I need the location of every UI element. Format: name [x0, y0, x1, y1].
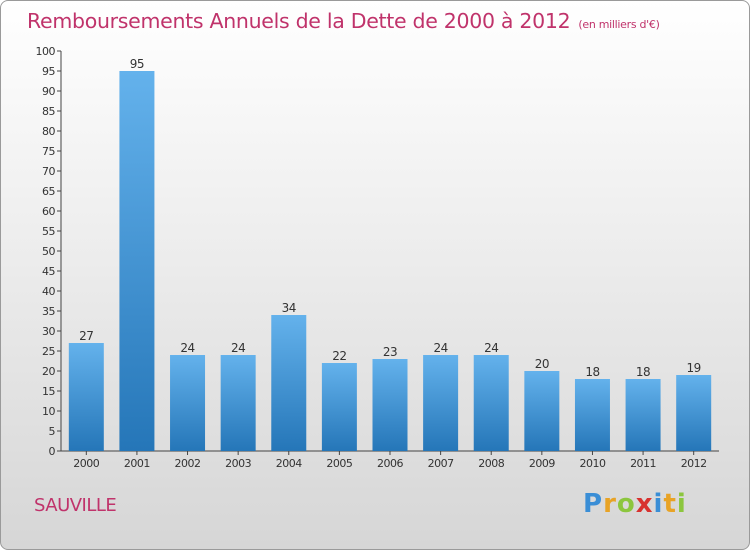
bar [524, 371, 560, 451]
commune-name: SAUVILLE [34, 495, 117, 516]
y-tick-label: 10 [42, 405, 55, 418]
y-tick-label: 45 [42, 265, 55, 278]
bar [676, 375, 712, 451]
x-tick-label: 2005 [326, 457, 352, 470]
bar-value-label: 24 [484, 341, 498, 355]
bar [119, 71, 155, 451]
y-tick-label: 15 [42, 385, 55, 398]
bar-value-label: 27 [79, 329, 93, 343]
bar [625, 379, 661, 451]
y-tick-label: 80 [42, 125, 55, 138]
bar [473, 355, 509, 451]
bar-value-label: 24 [180, 341, 194, 355]
logo-letter: i [653, 489, 664, 519]
bar-value-label: 22 [332, 349, 346, 363]
y-tick-label: 20 [42, 365, 55, 378]
x-tick-label: 2003 [225, 457, 251, 470]
bar [321, 363, 357, 451]
bar-value-label: 24 [433, 341, 447, 355]
chart-title: Remboursements Annuels de la Dette de 20… [27, 9, 660, 33]
y-tick-label: 90 [42, 85, 55, 98]
bar [170, 355, 206, 451]
x-tick-label: 2008 [478, 457, 504, 470]
x-tick-label: 2010 [579, 457, 605, 470]
y-tick-label: 55 [42, 225, 55, 238]
bar [423, 355, 459, 451]
chart-bars: 27 95 24 24 34 22 23 24 24 20 18 18 19 [68, 57, 712, 451]
y-tick-label: 95 [42, 65, 55, 78]
bar-value-label: 24 [231, 341, 245, 355]
bar-value-label: 19 [687, 361, 701, 375]
bar-value-label: 18 [585, 365, 599, 379]
y-tick-label: 85 [42, 105, 55, 118]
logo-letter: t [663, 489, 677, 519]
logo-letter: i [676, 489, 687, 519]
bar-value-label: 18 [636, 365, 650, 379]
x-tick-label: 2000 [73, 457, 99, 470]
bar-value-label: 95 [130, 57, 144, 71]
y-tick-label: 0 [49, 445, 56, 458]
bar [574, 379, 610, 451]
chart-axes: 0 5 10 15 20 25 30 35 40 45 50 55 60 65 70 75 80 85 90 95 10… [36, 45, 719, 470]
y-tick-label: 25 [42, 345, 55, 358]
bar-value-label: 34 [282, 301, 296, 315]
x-tick-label: 2009 [529, 457, 555, 470]
y-tick-label: 65 [42, 185, 55, 198]
y-tick-label: 35 [42, 305, 55, 318]
logo-letter: o [616, 489, 636, 519]
x-tick-label: 2012 [681, 457, 707, 470]
bar-value-label: 23 [383, 345, 397, 359]
y-tick-label: 30 [42, 325, 55, 338]
chart-unit: (en milliers d'€) [578, 18, 660, 31]
logo-letter: P [583, 489, 604, 519]
y-tick-label: 60 [42, 205, 55, 218]
y-tick-label: 75 [42, 145, 55, 158]
x-tick-label: 2004 [276, 457, 302, 470]
bar-value-label: 20 [535, 357, 549, 371]
bar [372, 359, 408, 451]
x-tick-label: 2011 [630, 457, 656, 470]
x-tick-label: 2001 [124, 457, 150, 470]
y-tick-label: 40 [42, 285, 55, 298]
bar [271, 315, 307, 451]
x-tick-label: 2002 [175, 457, 201, 470]
x-tick-label: 2006 [377, 457, 403, 470]
bar [220, 355, 256, 451]
proxiti-logo: Proxiti [583, 489, 687, 519]
chart-title-text: Remboursements Annuels de la Dette de 20… [27, 9, 571, 33]
y-tick-label: 100 [36, 45, 56, 58]
x-tick-label: 2007 [428, 457, 454, 470]
y-tick-label: 70 [42, 165, 55, 178]
y-tick-label: 50 [42, 245, 55, 258]
logo-letter: x [635, 489, 654, 519]
y-tick-label: 5 [49, 425, 56, 438]
bar [68, 343, 104, 451]
logo-letter: r [603, 489, 617, 519]
